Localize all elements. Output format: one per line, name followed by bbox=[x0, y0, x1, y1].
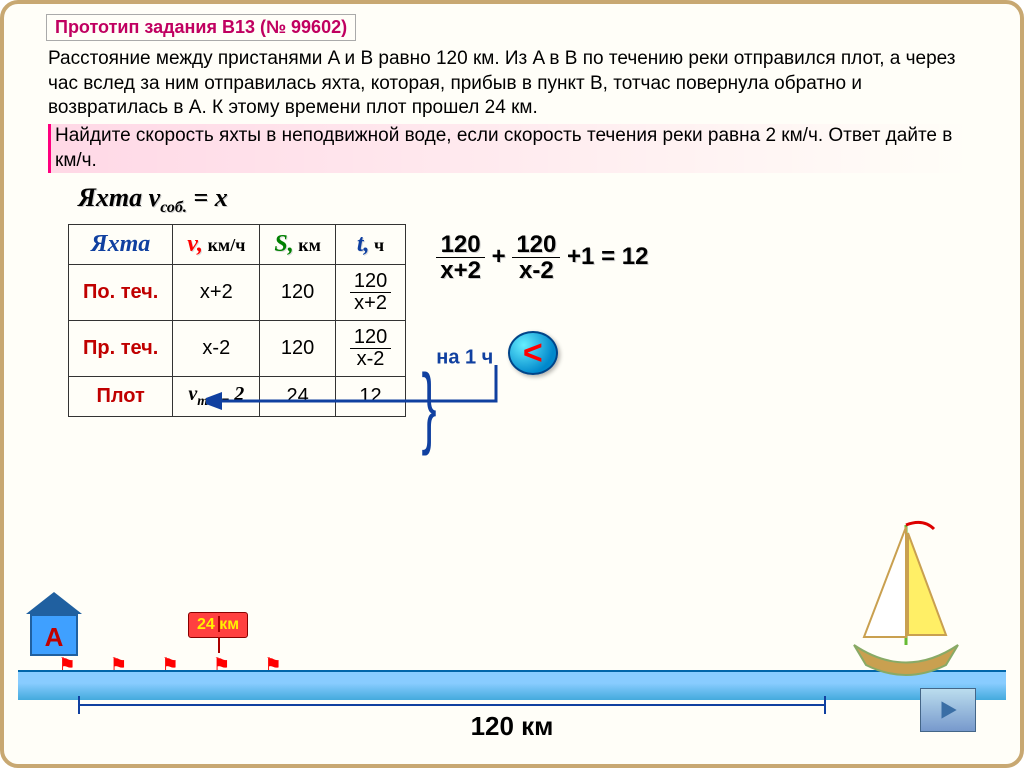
eq-f1-den: x+2 bbox=[436, 258, 485, 283]
problem-statement: Расстояние между пристанями A и B равно … bbox=[48, 47, 976, 121]
house-label: А bbox=[30, 614, 78, 656]
slide-frame: Прототип задания B13 (№ 99602) Расстояни… bbox=[0, 0, 1024, 768]
hdr-s: S, км bbox=[260, 224, 336, 264]
less-than-bubble: < bbox=[508, 331, 558, 375]
yacht-eq: = x bbox=[187, 183, 228, 212]
illustration: А 24 км ⚑ ⚑ ⚑ ⚑ ⚑ 120 км bbox=[18, 595, 1006, 750]
next-button[interactable] bbox=[920, 688, 976, 732]
work-area: Яхта v, км/ч S, км t, ч По. теч. x+2 120… bbox=[68, 224, 1006, 417]
row-downstream: По. теч. x+2 120 120x+2 bbox=[69, 264, 406, 320]
r2-label: Пр. теч. bbox=[69, 320, 173, 376]
r1-t-num: 120 bbox=[350, 271, 391, 293]
task-title: Прототип задания B13 (№ 99602) bbox=[46, 14, 356, 41]
r1-label: По. теч. bbox=[69, 264, 173, 320]
r3-v-prefix: v bbox=[188, 383, 197, 405]
distance-24-badge: 24 км bbox=[188, 612, 248, 638]
comparison-note: } на 1 ч < bbox=[436, 331, 648, 375]
hdr-t-sym: t, bbox=[357, 231, 370, 257]
r3-label: Плот bbox=[69, 376, 173, 416]
lt-symbol: < bbox=[523, 334, 543, 373]
r1-v: x+2 bbox=[173, 264, 260, 320]
hdr-v-sym: v, bbox=[187, 231, 203, 257]
r1-t-den: x+2 bbox=[350, 293, 391, 314]
hdr-v: v, км/ч bbox=[173, 224, 260, 264]
hdr-t-unit: ч bbox=[370, 235, 385, 255]
eq-f2-den: x-2 bbox=[512, 258, 560, 283]
play-icon bbox=[935, 697, 961, 723]
r1-s: 120 bbox=[260, 264, 336, 320]
hdr-object: Яхта bbox=[69, 224, 173, 264]
eq-plus: + bbox=[492, 243, 513, 270]
right-column: 120x+2 + 120x-2 +1 = 12 } на 1 ч < bbox=[436, 224, 648, 375]
question-highlight: Найдите скорость яхты в неподвижной воде… bbox=[48, 124, 976, 173]
r1-t: 120x+2 bbox=[335, 264, 405, 320]
eq-f1-num: 120 bbox=[436, 232, 485, 258]
distance-bracket bbox=[78, 704, 826, 706]
yacht-word: Яхта v bbox=[78, 183, 160, 212]
r2-t-num: 120 bbox=[350, 327, 391, 349]
let-statement: Яхта vсоб. = x bbox=[78, 183, 1006, 217]
eq-f2-num: 120 bbox=[512, 232, 560, 258]
house-a-icon: А bbox=[30, 592, 82, 656]
equation: 120x+2 + 120x-2 +1 = 12 bbox=[436, 232, 648, 283]
question-text: Найдите скорость яхты в неподвижной воде… bbox=[55, 124, 976, 173]
yacht-sub: соб. bbox=[160, 200, 187, 217]
sailboat-icon bbox=[846, 515, 966, 700]
hdr-s-unit: км bbox=[294, 235, 321, 255]
arrow-back-icon bbox=[206, 361, 506, 431]
total-distance-label: 120 км bbox=[18, 711, 1006, 742]
eq-tail: +1 = 12 bbox=[567, 243, 648, 270]
hdr-v-unit: км/ч bbox=[203, 235, 245, 255]
hdr-t: t, ч bbox=[335, 224, 405, 264]
hdr-s-sym: S, bbox=[274, 231, 293, 257]
